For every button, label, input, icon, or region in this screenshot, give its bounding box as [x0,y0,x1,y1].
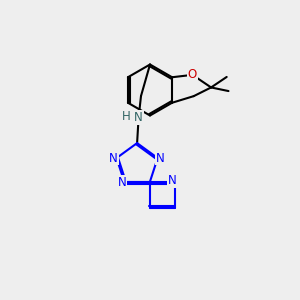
Text: N: N [156,152,164,164]
Text: N: N [109,152,118,164]
Text: H: H [122,110,130,123]
Text: N: N [168,174,177,187]
Text: N: N [134,111,143,124]
Text: N: N [118,176,126,189]
Text: O: O [188,68,197,81]
